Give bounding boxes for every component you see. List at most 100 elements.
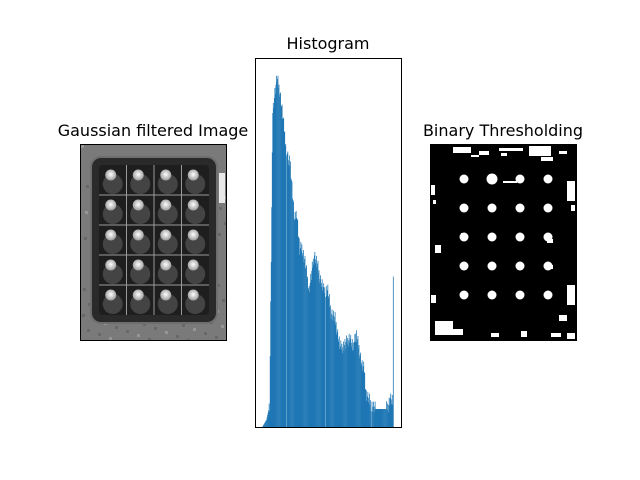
histogram-bar <box>294 220 295 427</box>
histogram-bar <box>322 287 324 427</box>
histogram-bar <box>286 153 288 427</box>
histogram-bar <box>326 290 328 427</box>
histogram-bar <box>270 301 272 427</box>
histogram-axes <box>255 58 402 428</box>
binary-bottle-cap <box>515 174 525 184</box>
histogram-bar <box>377 409 379 427</box>
histogram-bar <box>305 267 307 427</box>
histogram-bar <box>277 75 279 427</box>
histogram-bar <box>335 324 337 427</box>
binary-noise <box>431 295 436 303</box>
histogram-bar <box>293 218 295 427</box>
histogram-bar <box>288 160 290 427</box>
histogram-bar <box>355 333 357 427</box>
histogram-bar <box>390 393 392 427</box>
bottle-cap <box>132 259 144 271</box>
histogram-bar <box>331 309 333 427</box>
ground-speckle <box>225 196 226 199</box>
histogram-bar <box>284 131 286 427</box>
ground-speckle <box>143 323 146 326</box>
binary-noise <box>431 185 435 195</box>
histogram-bar <box>356 330 357 427</box>
histogram-bar <box>382 409 384 427</box>
histogram-bar <box>337 341 339 427</box>
histogram-bar <box>348 340 350 427</box>
histogram-bar <box>268 403 270 427</box>
binary-noise <box>529 146 551 156</box>
histogram-bar <box>340 340 342 427</box>
histogram-bar <box>352 350 354 427</box>
histogram-bar <box>361 362 362 427</box>
ground-speckle <box>224 222 226 225</box>
histogram-bar <box>287 164 289 427</box>
histogram-bar <box>345 341 347 427</box>
histogram-bar <box>310 273 312 427</box>
histogram-bar <box>386 401 387 427</box>
histogram-bar <box>336 331 338 427</box>
histogram-bar <box>338 336 340 427</box>
ground-speckle <box>204 332 207 335</box>
histogram-bar <box>298 238 300 427</box>
histogram-bar <box>380 409 382 427</box>
histogram-bar <box>316 255 317 427</box>
histogram-bar <box>377 409 379 427</box>
binary-noise <box>567 285 575 305</box>
histogram-bar <box>370 411 372 427</box>
histogram-bar <box>370 400 371 427</box>
histogram-bar <box>372 411 373 427</box>
histogram-bar <box>344 344 345 427</box>
ground-speckle <box>218 233 221 236</box>
histogram-bar <box>300 241 302 427</box>
histogram-bar <box>343 350 345 427</box>
histogram-bar <box>371 401 373 427</box>
histogram-bar <box>309 283 311 427</box>
histogram-bar <box>324 297 326 427</box>
histogram-bar <box>372 406 374 427</box>
histogram-bar <box>269 356 271 427</box>
histogram-bar <box>285 143 287 427</box>
histogram-bar <box>290 178 292 427</box>
histogram-bar <box>333 321 335 427</box>
bottle-cap <box>187 289 199 301</box>
histogram-bar <box>367 391 369 427</box>
ground-speckle <box>88 303 91 306</box>
binary-noise <box>567 181 575 201</box>
histogram-bar <box>290 161 291 427</box>
histogram-bar <box>312 267 314 427</box>
histogram-bar <box>376 409 378 427</box>
histogram-bar <box>356 342 358 427</box>
histogram-bar <box>265 421 266 427</box>
binary-bottle-cap <box>543 174 553 184</box>
edge-highlight <box>219 173 225 203</box>
gaussian-filtered-image <box>81 145 226 340</box>
ground-speckle <box>215 336 218 339</box>
histogram-bar <box>388 404 390 427</box>
ground-speckle <box>82 314 85 317</box>
histogram-bar <box>270 261 272 427</box>
binary-bottle-cap <box>515 203 525 213</box>
histogram-bar <box>332 315 334 427</box>
histogram-bar <box>320 275 321 427</box>
histogram-bar <box>362 370 364 427</box>
histogram-bar <box>357 339 358 427</box>
histogram-bar <box>302 256 303 427</box>
histogram-bar <box>324 287 326 427</box>
bottle-cap <box>132 289 144 301</box>
histogram-bar <box>300 250 302 427</box>
histogram-bar <box>304 255 306 427</box>
binary-noise <box>521 331 527 337</box>
histogram-bar <box>316 267 318 427</box>
histogram-bar <box>319 282 320 427</box>
histogram-bar <box>303 262 305 427</box>
binary-noise <box>435 321 453 335</box>
histogram-bar <box>282 119 284 427</box>
histogram-bar <box>349 338 351 427</box>
histogram-bar <box>319 278 321 427</box>
histogram-bar <box>360 352 361 427</box>
histogram-bar <box>281 104 283 427</box>
ground-speckle <box>154 327 157 330</box>
histogram-bar <box>361 360 363 427</box>
bottle-cap <box>187 199 199 211</box>
ground-speckle <box>84 237 87 240</box>
bottle-cap <box>187 259 199 271</box>
